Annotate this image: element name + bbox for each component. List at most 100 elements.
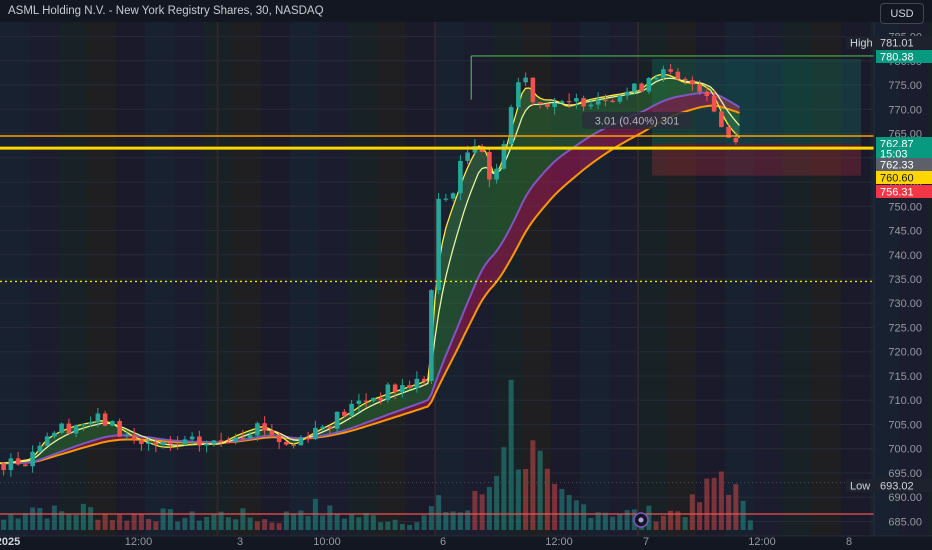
candle-body	[276, 435, 282, 443]
candle-body	[189, 436, 195, 440]
level-4-label-text: 756.31	[880, 187, 914, 199]
volume-bar	[204, 516, 210, 530]
volume-bar	[291, 514, 297, 530]
event-marker-dot	[638, 517, 644, 523]
event-marker-icon	[633, 512, 649, 528]
high-label-text: High	[850, 38, 873, 50]
volume-bar	[356, 517, 362, 530]
low-label-text: Low	[850, 481, 870, 493]
candle-body	[574, 98, 579, 102]
level-1-label-box	[876, 137, 932, 150]
volume-bar	[378, 522, 384, 530]
candle-body	[668, 69, 673, 72]
volume-bar	[334, 514, 340, 530]
candle-body	[719, 111, 724, 127]
candle-body	[414, 378, 420, 388]
candle-body	[501, 144, 507, 169]
y-tick-label: 685.00	[888, 516, 922, 528]
volume-bar	[30, 507, 36, 530]
level-2-label-text: 762.33	[880, 160, 914, 172]
candle-body	[23, 464, 28, 467]
volume-bar	[624, 510, 630, 530]
candle-body	[508, 107, 514, 145]
position-profit-zone	[652, 58, 861, 144]
volume-bar	[80, 503, 86, 530]
candle-body	[537, 102, 543, 104]
volume-bar	[581, 504, 587, 530]
volume-bar	[254, 521, 260, 530]
x-tick-label: 12:00	[125, 536, 153, 548]
ema-line-fast	[0, 73, 740, 464]
volume-bar	[552, 483, 558, 530]
volume-bar	[283, 511, 289, 530]
y-tick-label: 740.00	[888, 250, 922, 262]
candle-body	[160, 442, 166, 445]
candle-body	[30, 451, 35, 467]
volume-bar	[73, 514, 79, 530]
candle-body	[421, 378, 427, 381]
volume-bar	[747, 520, 753, 530]
y-tick-label: 700.00	[888, 444, 922, 456]
candle-body	[378, 397, 383, 400]
candle-body	[342, 411, 347, 416]
volume-bar	[109, 520, 115, 530]
countdown-label-box	[876, 147, 932, 160]
volume-bar	[240, 508, 246, 530]
volume-bar	[15, 518, 21, 530]
volume-bar	[8, 514, 14, 530]
volume-bar	[443, 511, 449, 530]
volume-bar	[363, 512, 369, 530]
chart-title: ASML Holding N.V. - New York Registry Sh…	[8, 5, 324, 17]
volume-bar	[370, 515, 376, 530]
last-price-label-text: 780.38	[880, 52, 914, 64]
candle-body	[124, 435, 130, 437]
volume-bar	[269, 522, 275, 530]
volume-bar	[436, 495, 442, 530]
candle-body	[44, 436, 50, 446]
candle-body	[8, 458, 14, 471]
volume-bar	[153, 521, 159, 530]
volume-bar	[530, 440, 536, 530]
volume-bar	[262, 519, 268, 530]
volume-bar	[95, 519, 101, 530]
level-3-label: 760.60	[876, 171, 932, 185]
candle-body	[269, 430, 275, 436]
y-tick-label: 705.00	[888, 419, 922, 431]
measure-label-box	[582, 112, 692, 129]
volume-bar	[610, 516, 616, 530]
currency-button[interactable]: USD	[880, 3, 924, 24]
candle-body	[305, 437, 311, 440]
candle-body	[697, 84, 702, 92]
volume-bar	[131, 513, 137, 530]
x-tick-label: 3	[237, 536, 243, 548]
candle-body	[349, 403, 354, 416]
price-axis[interactable]: 685.00 690.00 695.00 700.00 705.00 710.00 715.…	[873, 22, 922, 536]
candle-body	[182, 439, 188, 445]
volume-bar	[653, 521, 659, 530]
volume-bar	[102, 514, 108, 530]
y-tick-label: 725.00	[888, 322, 922, 334]
volume-bar	[573, 500, 579, 530]
low-label: Low	[846, 479, 878, 493]
level-4-label-box	[876, 185, 932, 198]
level-2-label: 762.33	[876, 158, 932, 172]
volume-bar	[711, 477, 717, 530]
candle-body	[436, 198, 441, 291]
horizontal-levels[interactable]	[0, 55, 874, 515]
volume-bar	[247, 517, 253, 530]
candle-body	[59, 423, 64, 433]
y-tick-label: 715.00	[888, 371, 922, 383]
candle-body	[139, 439, 144, 444]
volume-bar	[508, 379, 514, 530]
volume-bar	[22, 512, 28, 530]
candle-body	[73, 425, 79, 434]
volume-bar	[233, 519, 239, 530]
candle-body	[117, 420, 122, 437]
volume-bar	[276, 523, 282, 530]
candle-body	[646, 77, 652, 92]
y-tick-label: 735.00	[888, 274, 922, 286]
x-tick-label: 2025	[0, 536, 20, 548]
